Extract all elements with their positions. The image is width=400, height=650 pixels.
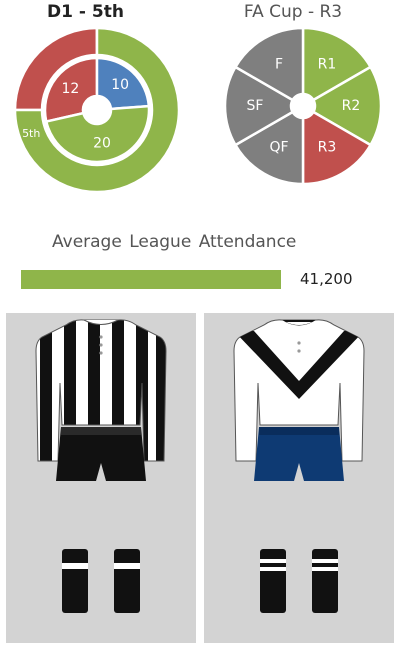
league-inner-label: 12 — [62, 81, 80, 97]
cup-segment-label: SF — [247, 98, 264, 114]
cup-chart-title: FA Cup - R3 — [243, 2, 343, 22]
cup-segment-label: F — [275, 56, 283, 72]
cup-segment-r1 — [301, 26, 373, 102]
attendance-title: Average League Attendance — [52, 232, 297, 252]
league-inner-label: 20 — [93, 136, 111, 152]
cup-segment-label: R2 — [342, 98, 361, 114]
home-socks — [62, 549, 140, 613]
away-shirt — [233, 319, 365, 462]
league-inner-segment — [95, 56, 151, 111]
league-inner-label: 10 — [111, 77, 129, 93]
away-kit-illustration — [233, 319, 365, 613]
away-shorts — [254, 427, 344, 481]
league-outer-segment — [13, 26, 181, 194]
cup-segment-r2 — [311, 65, 383, 147]
cup-segment-qf — [233, 110, 305, 186]
cup-donut-svg: R1 R2 R3 QF SF F — [223, 26, 383, 186]
cup-segment-label: R1 — [318, 56, 337, 72]
cup-segment-r3 — [301, 110, 373, 186]
league-donut-chart: 5th 12 10 20 — [13, 26, 181, 194]
league-inner-segment — [43, 56, 99, 124]
attendance-bar-track — [21, 270, 281, 289]
cup-segment-label: QF — [269, 140, 288, 156]
home-kit-panel — [6, 313, 196, 643]
home-shorts — [56, 427, 146, 481]
league-outer-label: 5th — [22, 127, 40, 140]
away-kit-panel — [204, 313, 394, 643]
cup-segment-f — [233, 26, 305, 102]
cup-donut-chart: R1 R2 R3 QF SF F — [223, 26, 383, 186]
attendance-bar — [21, 270, 281, 289]
league-chart-title: D1 - 5th — [47, 2, 124, 22]
cup-segment-label: R3 — [318, 140, 337, 156]
league-donut-svg: 5th 12 10 20 — [13, 26, 181, 194]
home-kit-illustration — [35, 319, 167, 613]
league-inner-segment — [44, 104, 151, 164]
cup-segment-sf — [223, 65, 295, 147]
attendance-value: 41,200 — [300, 270, 353, 288]
away-socks — [260, 549, 338, 613]
